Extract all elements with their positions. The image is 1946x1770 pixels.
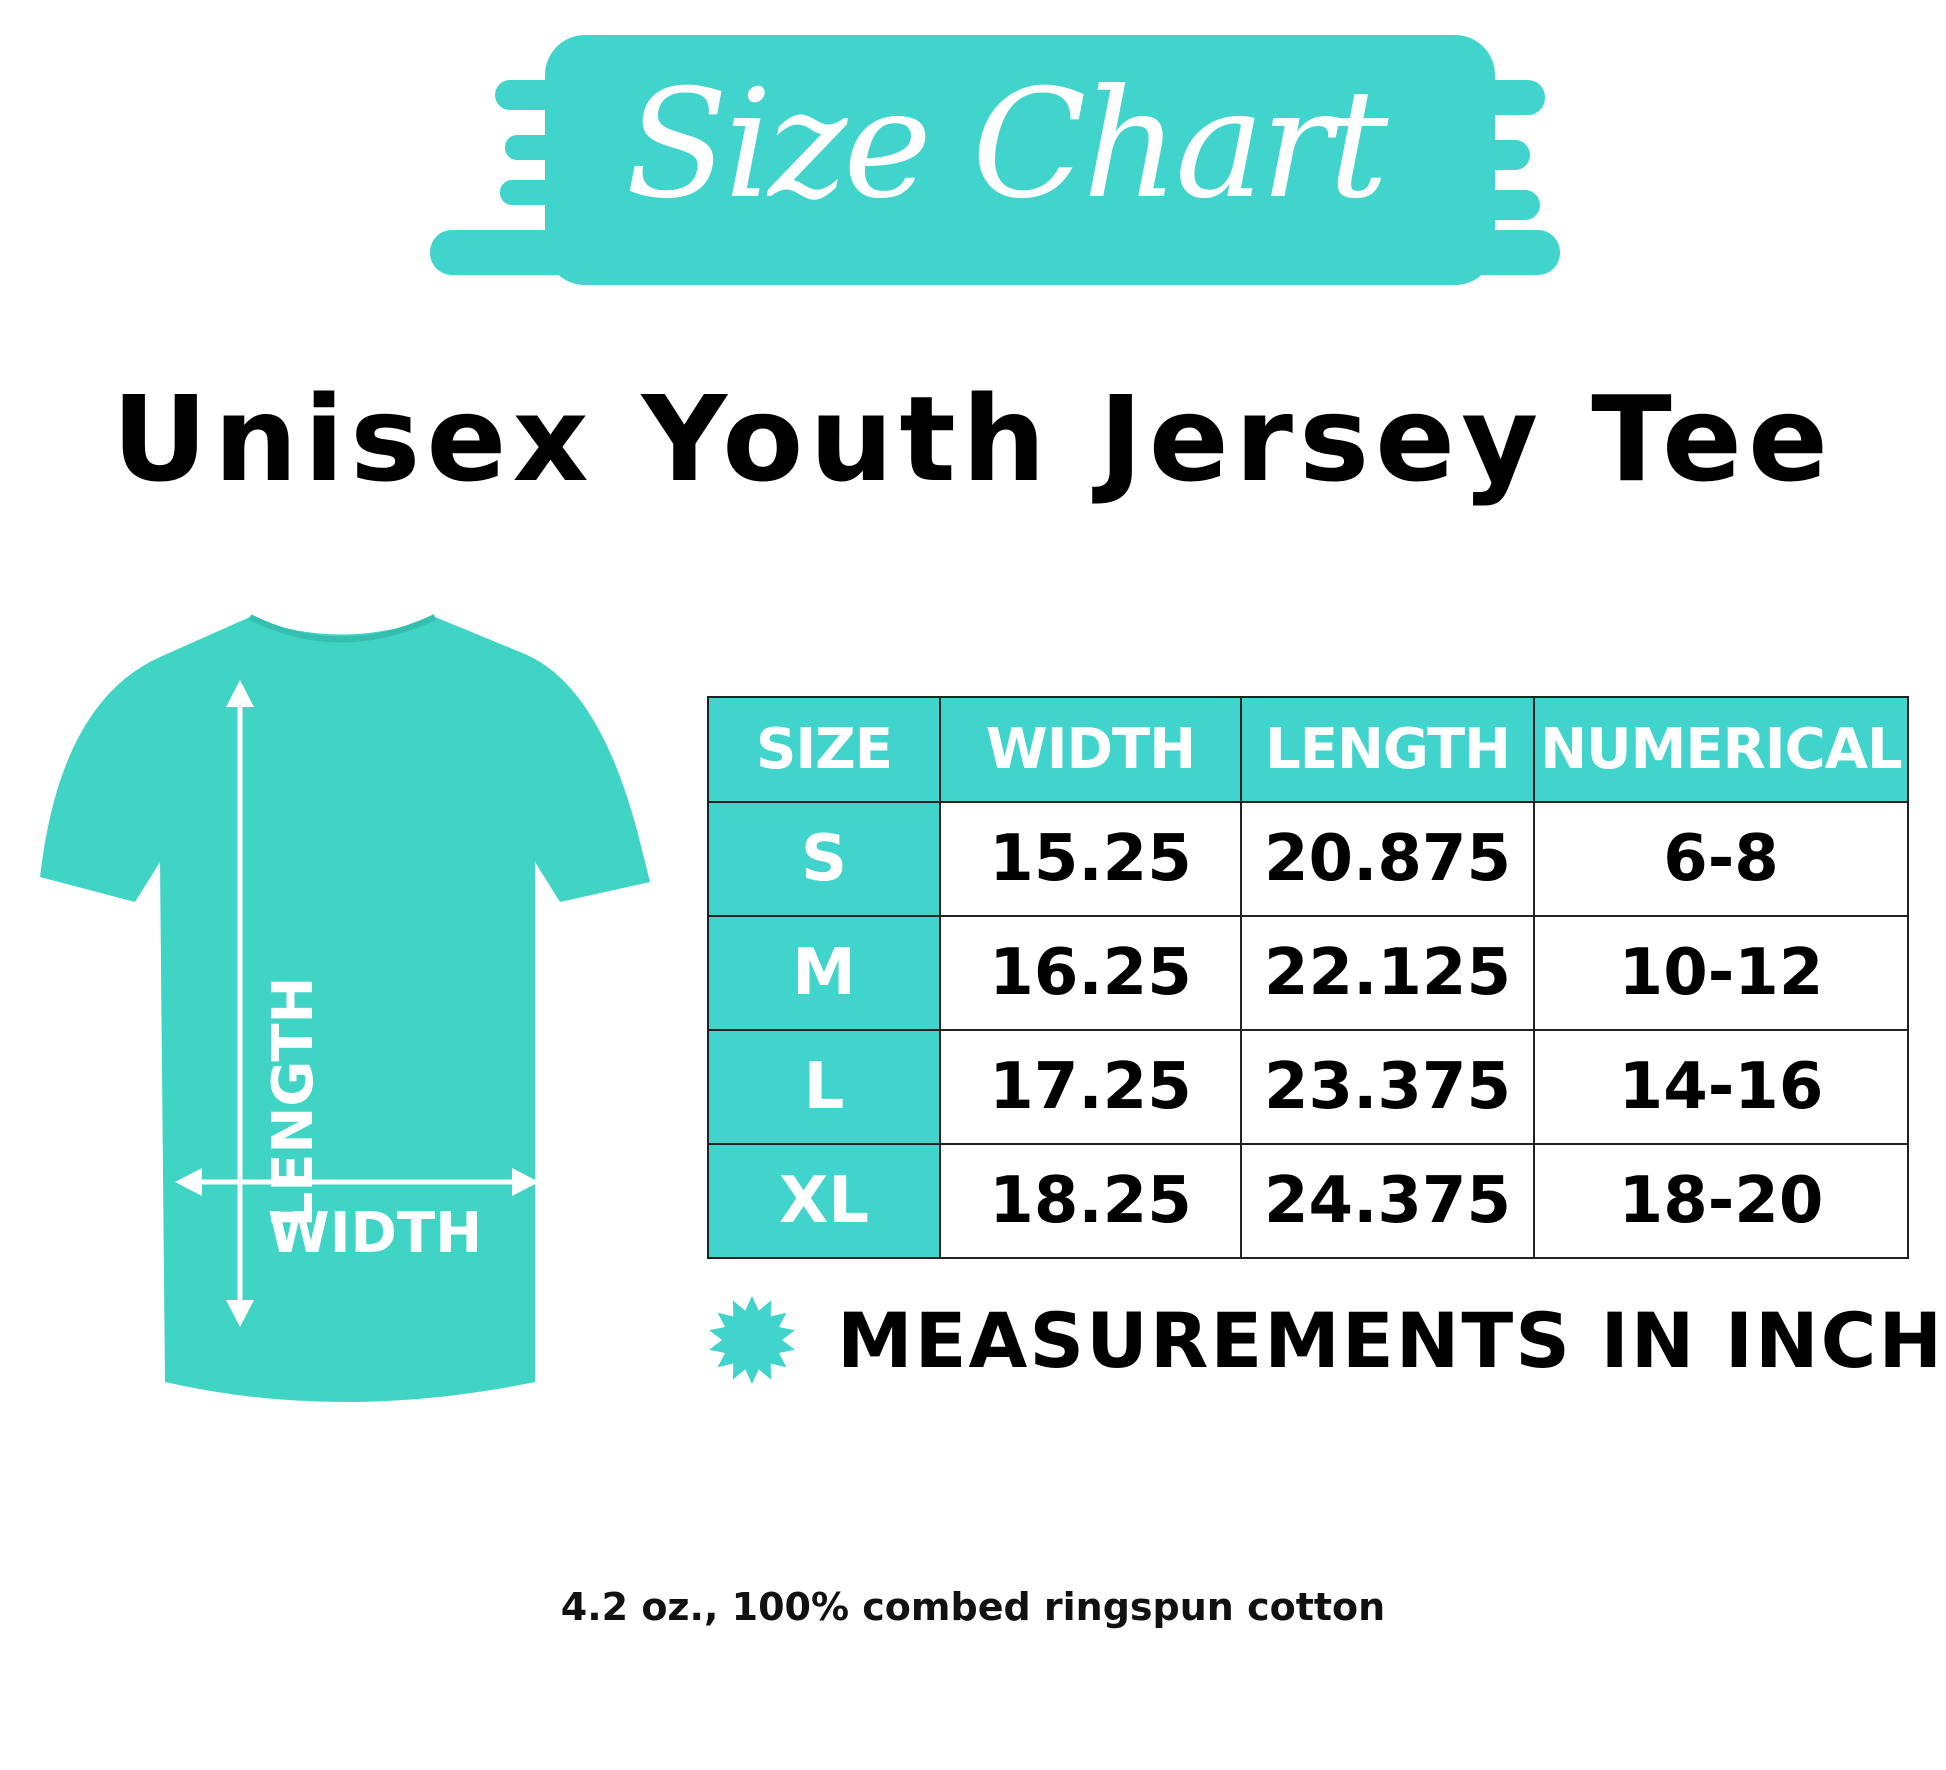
page-title: Unisex Youth Jersey Tee: [111, 370, 1835, 508]
table-row: M 16.25 22.125 10-12: [707, 915, 1909, 1031]
numerical-cell: 18-20: [1533, 1143, 1909, 1259]
banner-brush-stroke: [430, 35, 1560, 285]
numerical-cell: 14-16: [1533, 1029, 1909, 1145]
length-cell: 23.375: [1240, 1029, 1535, 1145]
length-label: LENGTH: [261, 977, 326, 1228]
table-row: S 15.25 20.875 6-8: [707, 801, 1909, 917]
table-row: XL 18.25 24.375 18-20: [707, 1143, 1909, 1259]
starburst-icon: [709, 1296, 795, 1384]
length-cell: 24.375: [1240, 1143, 1535, 1259]
width-cell: 18.25: [939, 1143, 1242, 1259]
size-cell: M: [707, 915, 941, 1031]
table-header-row: SIZE WIDTH LENGTH NUMERICAL: [707, 696, 1909, 803]
length-cell: 22.125: [1240, 915, 1535, 1031]
length-cell: 20.875: [1240, 801, 1535, 917]
size-cell: L: [707, 1029, 941, 1145]
size-table: SIZE WIDTH LENGTH NUMERICAL S 15.25 20.8…: [707, 696, 1909, 1259]
header-size: SIZE: [707, 696, 941, 803]
tshirt-body: [40, 617, 650, 1402]
width-cell: 17.25: [939, 1029, 1242, 1145]
numerical-cell: 6-8: [1533, 801, 1909, 917]
header-numerical: NUMERICAL: [1533, 696, 1909, 803]
size-cell: S: [707, 801, 941, 917]
measurement-note: MEASUREMENTS IN INCH: [707, 1290, 1944, 1390]
width-label: WIDTH: [268, 1201, 482, 1266]
fabric-info: 4.2 oz., 100% combed ringspun cotton: [560, 1585, 1386, 1629]
header-length: LENGTH: [1240, 696, 1535, 803]
header-width: WIDTH: [939, 696, 1242, 803]
width-cell: 15.25: [939, 801, 1242, 917]
banner-title: Size Chart: [625, 58, 1389, 232]
width-cell: 16.25: [939, 915, 1242, 1031]
tshirt-illustration: LENGTH WIDTH: [40, 614, 650, 1402]
measurement-note-text: MEASUREMENTS IN INCH: [837, 1295, 1945, 1385]
numerical-cell: 10-12: [1533, 915, 1909, 1031]
size-cell: XL: [707, 1143, 941, 1259]
table-row: L 17.25 23.375 14-16: [707, 1029, 1909, 1145]
